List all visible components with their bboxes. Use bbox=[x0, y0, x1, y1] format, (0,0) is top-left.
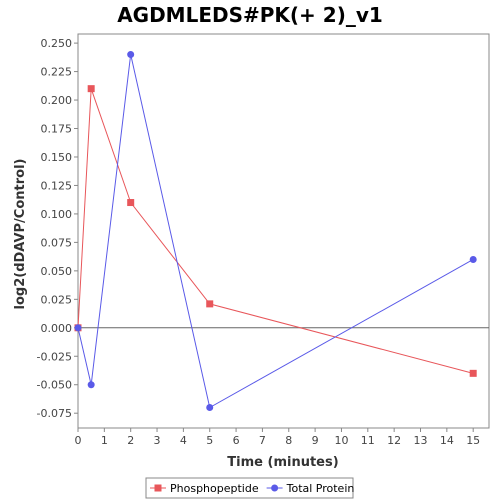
data-point-total-protein bbox=[206, 404, 214, 412]
y-tick-label: 0.250 bbox=[41, 37, 73, 50]
x-tick-label: 4 bbox=[180, 434, 187, 447]
data-point-phosphopeptide bbox=[469, 369, 477, 377]
legend-box bbox=[145, 477, 354, 499]
x-tick-label: 14 bbox=[440, 434, 454, 447]
chart-title: AGDMLEDS#PK(+ 2)_v1 bbox=[117, 3, 383, 27]
plot-frame bbox=[77, 33, 490, 429]
y-tick-label: 0.175 bbox=[41, 123, 73, 136]
data-point-total-protein bbox=[127, 50, 135, 58]
x-tick-label: 15 bbox=[466, 434, 480, 447]
legend-label-phosphopeptide: Phosphopeptide bbox=[170, 482, 259, 495]
x-tick-label: 0 bbox=[75, 434, 82, 447]
y-tick-label: 0.075 bbox=[41, 236, 73, 249]
x-tick-label: 1 bbox=[101, 434, 108, 447]
x-axis-label: Time (minutes) bbox=[227, 455, 338, 470]
legend: Phosphopeptide Total Protein bbox=[145, 477, 355, 499]
x-tick-label: 6 bbox=[233, 434, 240, 447]
legend-label-total-protein: Total Protein bbox=[286, 482, 355, 495]
y-tick-label: 0.100 bbox=[41, 208, 73, 221]
y-tick-label: 0.225 bbox=[41, 66, 73, 79]
plot-area: -0.075 -0.050 -0.025 0.000 0.025 0.050 0.075 0.… bbox=[37, 33, 490, 447]
data-point-total-protein bbox=[74, 324, 82, 332]
x-tick-label: 8 bbox=[285, 434, 292, 447]
data-point-phosphopeptide bbox=[87, 85, 95, 93]
y-tick-label: 0.150 bbox=[41, 151, 73, 164]
y-tick-label: -0.075 bbox=[37, 407, 72, 420]
y-tick-label: 0.125 bbox=[41, 179, 73, 192]
legend-marker-phosphopeptide bbox=[154, 484, 162, 492]
data-point-total-protein bbox=[87, 381, 95, 389]
y-tick-label: 0.200 bbox=[41, 94, 73, 107]
y-tick-label: -0.050 bbox=[37, 379, 72, 392]
data-point-phosphopeptide bbox=[127, 199, 135, 207]
x-tick-label: 10 bbox=[334, 434, 348, 447]
x-tick-label: 7 bbox=[259, 434, 266, 447]
y-tick-label: 0.000 bbox=[41, 322, 73, 335]
y-tick-label: 0.025 bbox=[41, 293, 73, 306]
x-tick-label: 11 bbox=[361, 434, 375, 447]
data-point-total-protein bbox=[469, 255, 477, 263]
y-tick-label: 0.050 bbox=[41, 265, 73, 278]
data-point-phosphopeptide bbox=[206, 300, 214, 308]
x-tick-label: 3 bbox=[154, 434, 161, 447]
x-tick-label: 12 bbox=[387, 434, 401, 447]
y-axis-label: log2(dDAVP/Control) bbox=[13, 159, 28, 310]
y-tick-label: -0.025 bbox=[37, 350, 72, 363]
x-tick-label: 5 bbox=[206, 434, 213, 447]
x-tick-label: 13 bbox=[414, 434, 428, 447]
legend-marker-total-protein bbox=[271, 484, 279, 492]
x-tick-label: 2 bbox=[127, 434, 134, 447]
x-tick-label: 9 bbox=[312, 434, 319, 447]
